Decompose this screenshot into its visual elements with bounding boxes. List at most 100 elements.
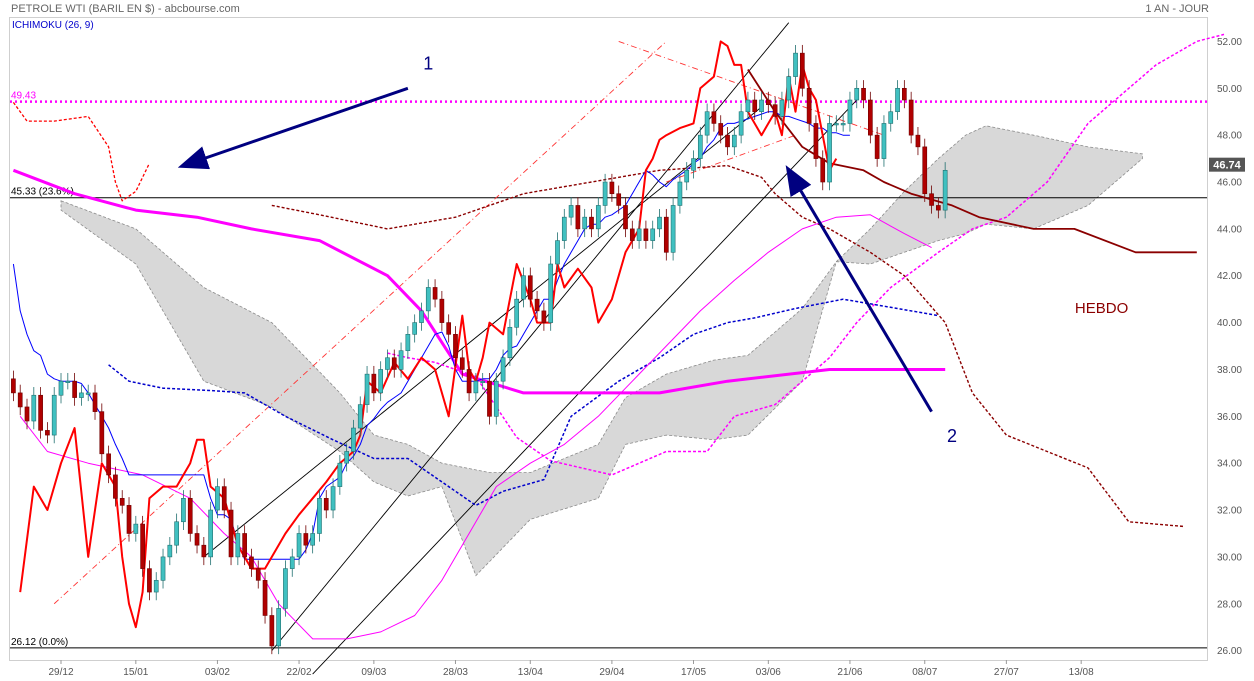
candle-body xyxy=(643,228,649,241)
chart-period: 1 AN - JOUR xyxy=(1145,3,1209,15)
candle-body xyxy=(868,99,873,136)
x-tick-label: 15/01 xyxy=(123,667,148,678)
candle-body xyxy=(473,380,479,394)
y-tick-label: 26.00 xyxy=(1217,646,1242,657)
candle-body xyxy=(38,394,43,431)
candle-body xyxy=(208,509,213,558)
candle-body xyxy=(201,544,207,558)
candle-body xyxy=(351,427,356,452)
senkou-dotted-line xyxy=(108,298,939,507)
candle-body xyxy=(691,158,696,171)
x-tick-label: 13/04 xyxy=(518,667,543,678)
candle-body xyxy=(650,228,656,241)
x-tick-label: 09/03 xyxy=(361,667,386,678)
candle-body xyxy=(262,580,268,616)
candle-body xyxy=(160,556,166,581)
y-tick-label: 30.00 xyxy=(1217,552,1242,563)
arrow-1 xyxy=(177,86,409,170)
candle-body xyxy=(337,462,343,487)
x-tick-label: 29/04 xyxy=(599,667,624,678)
candle-body xyxy=(85,392,91,395)
candle-body xyxy=(731,134,737,148)
candle-body xyxy=(187,498,193,534)
y-tick-label: 36.00 xyxy=(1217,412,1242,423)
x-tick-label: 03/06 xyxy=(756,667,781,678)
y-tick-label: 38.00 xyxy=(1217,365,1242,376)
x-tick-label: 21/06 xyxy=(837,667,862,678)
candle-body xyxy=(833,123,839,126)
candle-body xyxy=(289,556,295,569)
kumo-area xyxy=(60,125,1143,577)
annotation-1: 2 xyxy=(947,426,957,446)
candle-body xyxy=(99,411,105,455)
candle-body xyxy=(296,533,302,558)
annotation-arrows xyxy=(177,86,933,413)
chikou-dotted-line xyxy=(12,102,150,202)
candle-body xyxy=(181,498,186,523)
candle-body xyxy=(79,392,84,398)
x-tick-label: 29/12 xyxy=(48,667,73,678)
candle-body xyxy=(541,310,547,323)
candle-body xyxy=(276,608,281,647)
candle-body xyxy=(119,498,125,506)
tenkan-dotted-line xyxy=(387,33,1225,476)
candle-body xyxy=(344,451,349,464)
candle-body xyxy=(521,275,526,300)
candle-body xyxy=(194,533,200,546)
channel-line-4 xyxy=(618,41,885,136)
kijun-line xyxy=(19,214,932,640)
candle-body xyxy=(595,205,601,230)
candle-body xyxy=(235,533,241,558)
candle-body xyxy=(480,380,486,383)
candle-body xyxy=(459,357,465,370)
y-tick-label: 32.00 xyxy=(1217,506,1242,517)
candle-body xyxy=(847,99,853,124)
candle-body xyxy=(711,111,717,124)
candle-body xyxy=(561,216,567,241)
candle-body xyxy=(697,134,703,159)
candle-body xyxy=(92,392,98,412)
last-price-value: 46.74 xyxy=(1213,160,1241,172)
candle-body xyxy=(684,169,690,183)
kijun-dotted-line xyxy=(271,164,1184,528)
candle-body xyxy=(228,509,234,558)
last-price-tag: 46.74 xyxy=(1209,157,1245,172)
x-tick-label: 22/02 xyxy=(287,667,312,678)
channel-line-2 xyxy=(203,106,762,558)
candle-body xyxy=(317,498,322,534)
candle-body xyxy=(902,87,907,101)
candle-body xyxy=(629,228,635,241)
candle-body xyxy=(895,87,900,113)
candle-body xyxy=(772,104,778,117)
candle-body xyxy=(861,87,866,101)
candle-body xyxy=(759,99,764,113)
candle-body xyxy=(636,228,642,241)
candle-body xyxy=(575,205,581,230)
candle-body xyxy=(793,52,798,77)
y-tick-label: 42.00 xyxy=(1217,271,1242,282)
candle-body xyxy=(419,310,424,323)
candle-body xyxy=(221,486,227,511)
candle-body xyxy=(589,216,594,230)
level-label-1: 45.33 (23.6%) xyxy=(11,187,74,198)
candle-body xyxy=(269,615,275,647)
candle-body xyxy=(677,181,683,206)
candle-body xyxy=(779,99,785,117)
candle-body xyxy=(58,380,64,396)
candle-body xyxy=(609,181,615,195)
annotation-2: HEBDO xyxy=(1075,300,1128,317)
candle-body xyxy=(310,533,315,546)
candle-body xyxy=(657,216,662,230)
candle-body xyxy=(922,146,928,195)
y-tick-label: 48.00 xyxy=(1217,131,1242,142)
candle-body xyxy=(820,158,826,183)
candle-body xyxy=(874,134,880,159)
candle-body xyxy=(507,326,513,359)
candle-body xyxy=(323,498,329,511)
candle-body xyxy=(840,123,846,126)
candle-body xyxy=(704,111,710,136)
candle-body xyxy=(514,298,520,328)
candle-body xyxy=(17,392,23,408)
candle-body xyxy=(357,404,363,429)
